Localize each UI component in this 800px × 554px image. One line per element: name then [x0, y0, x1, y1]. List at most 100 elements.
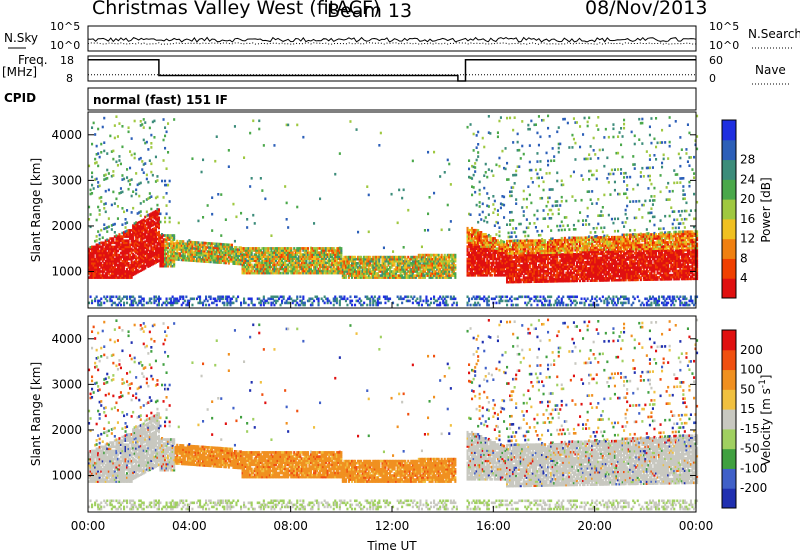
power-cell — [135, 257, 138, 261]
power-cell — [449, 268, 452, 271]
power-cell — [278, 253, 281, 256]
freq-tick-left-top: 18 — [60, 54, 74, 67]
power-cell — [449, 259, 452, 263]
power-cell — [103, 174, 106, 177]
power-cell — [358, 301, 361, 305]
power-cell — [113, 222, 116, 226]
power-cell — [124, 230, 127, 233]
power-cell — [226, 243, 229, 246]
power-cell — [133, 227, 136, 231]
power-cell — [452, 268, 455, 271]
power-cell — [132, 228, 135, 231]
power-cell — [281, 263, 284, 267]
power-cell — [145, 229, 148, 232]
power-cell — [483, 186, 486, 190]
power-cell — [373, 295, 376, 299]
power-cell — [375, 264, 378, 267]
power-cell — [270, 257, 273, 260]
power-cell — [135, 271, 138, 275]
power-cell — [480, 243, 483, 246]
power-cell — [509, 116, 512, 120]
power-cell — [469, 255, 472, 259]
power-cell — [433, 295, 436, 299]
power-cell — [144, 162, 147, 165]
power-cell — [144, 215, 147, 219]
power-cell — [493, 239, 496, 242]
power-cell — [420, 253, 423, 257]
power-cell — [91, 276, 94, 279]
power-cell — [358, 264, 361, 267]
power-cell — [436, 262, 439, 265]
power-cell — [343, 272, 346, 275]
power-cell — [127, 229, 130, 232]
power-cell — [153, 295, 156, 299]
power-cell — [177, 299, 180, 303]
power-cell — [416, 274, 419, 277]
power-cell — [471, 164, 474, 168]
power-cell — [141, 241, 144, 245]
power-cell — [528, 257, 531, 261]
power-cell — [192, 243, 195, 246]
power-cell — [334, 295, 337, 299]
power-cell — [521, 239, 524, 243]
power-cell — [88, 301, 91, 305]
power-cell — [154, 224, 157, 227]
power-cell — [518, 262, 521, 265]
power-cell — [313, 255, 316, 258]
power-cell — [241, 265, 244, 269]
power-cell — [487, 247, 490, 250]
power-cell — [98, 213, 101, 216]
power-cell — [279, 267, 282, 271]
power-cell — [408, 276, 411, 279]
power-cell — [314, 265, 317, 269]
power-cell — [524, 230, 527, 234]
power-cell — [471, 255, 474, 259]
power-cell — [536, 268, 539, 271]
power-cell — [281, 267, 284, 271]
power-cell — [349, 272, 352, 275]
power-cell — [127, 243, 130, 247]
power-cell — [115, 241, 118, 245]
power-cell — [247, 269, 250, 273]
power-cell — [203, 254, 206, 257]
power-cell — [101, 259, 104, 263]
power-cell — [527, 280, 530, 284]
power-cell — [185, 242, 188, 246]
power-cell — [384, 274, 387, 277]
power-cell — [186, 244, 189, 248]
power-cell — [167, 256, 170, 260]
power-cell — [475, 134, 478, 137]
power-cell — [262, 303, 265, 307]
power-cell — [98, 253, 101, 257]
power-cell — [313, 263, 316, 267]
power-cell — [469, 269, 472, 273]
power-cell — [139, 253, 142, 256]
power-cell — [349, 268, 352, 271]
power-cell — [499, 116, 502, 119]
power-cell — [95, 262, 98, 265]
power-cell — [282, 263, 285, 267]
power-cell — [290, 267, 293, 271]
power-cell — [154, 180, 157, 183]
power-cell — [313, 269, 316, 273]
power-cell — [317, 259, 320, 263]
power-cell — [539, 276, 542, 279]
power-cell — [110, 237, 113, 240]
power-cell — [110, 174, 113, 178]
power-cell — [250, 263, 253, 267]
power-cell — [445, 301, 448, 305]
power-cell — [261, 251, 264, 254]
power-cell — [325, 267, 328, 271]
power-cell — [478, 247, 481, 250]
power-cell — [264, 301, 267, 305]
power-cell — [504, 249, 507, 252]
power-cell — [475, 243, 478, 246]
power-cell — [376, 262, 379, 265]
power-cell — [507, 239, 510, 243]
power-cell — [308, 259, 311, 263]
power-cell — [519, 249, 522, 253]
power-cell — [279, 295, 282, 299]
power-cell — [515, 169, 518, 173]
power-cell — [123, 247, 126, 251]
power-cell — [427, 272, 430, 275]
